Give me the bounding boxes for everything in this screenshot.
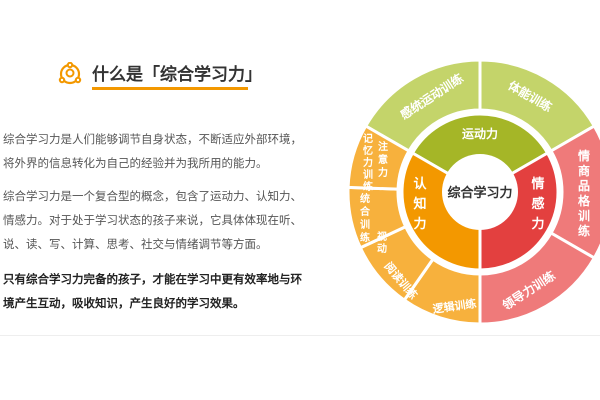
divider [0,335,600,336]
text-line: 综合学习力是一个复合型的概念，包含了运动力、认知力、 [3,189,302,203]
segment-label: 运动力 [462,126,498,141]
text-line: 只有综合学习力完备的孩子，才能在学习中更有效率地与环 [3,272,302,286]
segment-label-char: 训 [360,218,370,231]
text-line: 说、读、写、计算、思考、社交与情绪调节等方面。 [3,237,268,251]
segment-label-char: 注 [378,140,388,153]
segment-label-char: 情 [531,176,544,192]
segment-label-char: 感 [531,196,544,212]
segment-label-char: 力 [531,216,544,232]
segment-label-char: 统 [360,192,370,205]
paragraph-definition: 综合学习力是人们能够调节自身状态，不断适应外部环境， 将外界的信息转化为自己的经… [3,127,302,175]
segment-label-char: 格 [578,193,591,208]
segment-label-char: 训 [578,208,590,223]
paragraph-concept: 综合学习力是一个复合型的概念，包含了运动力、认知力、 情感力。对于处于学习状态的… [3,184,302,256]
segment-label-char: 动 [377,242,387,255]
page-title: 什么是「综合学习力」 [92,65,262,85]
segment-label-char: 力 [413,216,426,232]
segment-label: 逻辑训练 [432,296,478,316]
segment-label-char: 练 [578,223,590,238]
text-line: 综合学习力是人们能够调节自身状态，不断适应外部环境， [3,132,302,146]
segment-label-char: 记 [363,133,373,145]
wheel-center [442,154,518,230]
outer-segment [346,123,412,191]
segment-label-char: 忆 [363,144,373,157]
segment-label-char: 视 [377,230,387,243]
segment-label-char: 品 [578,179,590,193]
segment-label-char: 练 [360,231,370,244]
text-line: 将外界的信息转化为自己的经验并为我所用的能力。 [3,156,268,170]
segment-label-char: 合 [359,205,371,218]
text-line: 境产生互动，吸收知识，产生良好的学习效果。 [3,296,245,310]
segment-label-char: 训 [363,168,373,181]
segment-label-char: 情 [578,148,590,163]
text-line: 情感力。对于处于学习状态的孩子来说，它具体体现在听、 [3,213,302,227]
segment-label-char: 力 [363,156,373,169]
title-underline [92,87,248,90]
wheel-center-label: 综合学习力 [447,185,512,201]
segment-label-char: 知 [413,196,426,212]
segment-label-char: 商 [578,163,590,178]
segment-label-char: 意 [378,153,388,166]
network-circle-icon [58,62,82,85]
segment-label-char: 练 [363,180,373,193]
segment-label-char: 力 [378,166,388,179]
segment-label-char: 认 [413,176,427,192]
paragraph-conclusion: 只有综合学习力完备的孩子，才能在学习中更有效率地与环 境产生互动，吸收知识，产生… [3,267,302,315]
